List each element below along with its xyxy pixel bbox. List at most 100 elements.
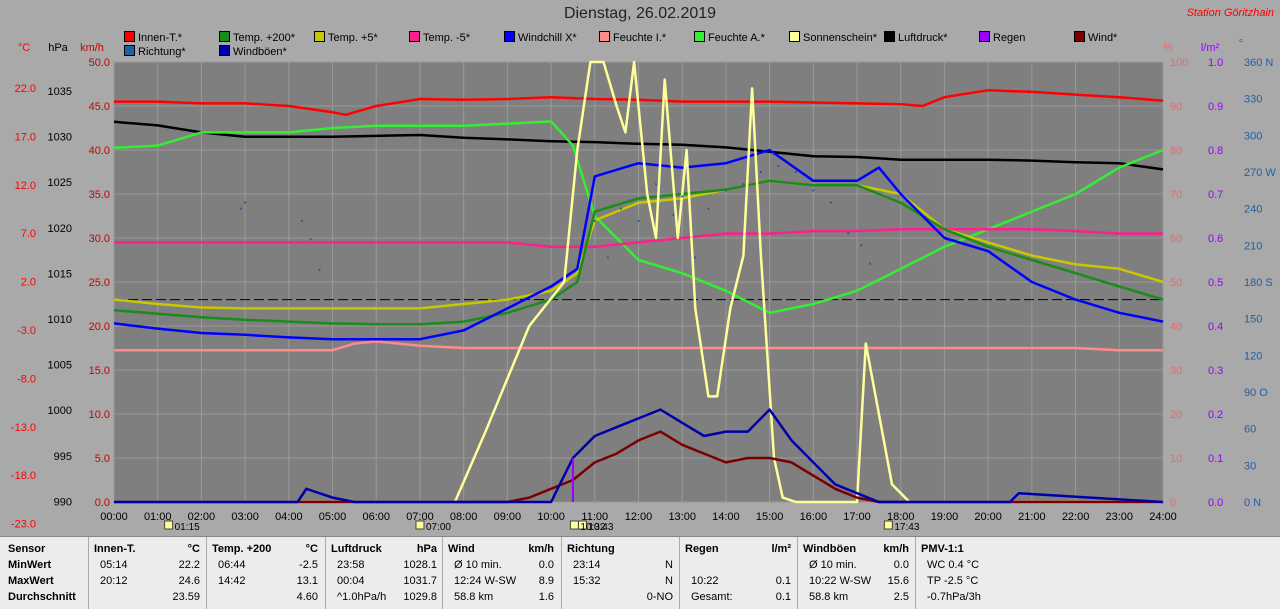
tick-pressure: 1000 <box>48 405 72 417</box>
tick-pressure: 1035 <box>48 86 72 98</box>
legend-swatch <box>314 31 325 42</box>
tick-time: 13:00 <box>668 511 696 523</box>
tick-time: 17:00 <box>843 511 871 523</box>
direction-point <box>860 244 863 247</box>
direction-point <box>593 219 596 222</box>
tick-speed: 45.0 <box>89 101 110 113</box>
stats-cell-row: 12:24 W-SW 8.9 <box>448 573 554 589</box>
tick-direction: 180 S <box>1244 277 1273 289</box>
stats-block-title: Temp. +200 <box>212 543 272 555</box>
tick-temp: 17.0 <box>15 131 36 143</box>
tick-time: 16:00 <box>800 511 828 523</box>
tick-direction: 330 <box>1244 94 1262 106</box>
stats-cell-time: 00:04 <box>337 575 365 587</box>
tick-rain: 0.2 <box>1208 409 1223 421</box>
tick-direction: 270 W <box>1244 167 1276 179</box>
direction-point <box>239 207 242 210</box>
stats-block: Windböen km/h Ø 10 min. 0.0 10:22 W-SW 15.6 58… <box>803 541 909 605</box>
stats-block: PMV-1:1 WC 0.4 °C TP -2.5 °C -0.7hPa/3h <box>921 541 1031 605</box>
tick-time: 11:00 <box>581 511 608 523</box>
tick-time: 02:00 <box>188 511 216 523</box>
series-line <box>113 120 1164 315</box>
tick-speed: 5.0 <box>95 453 110 465</box>
tick-time: 09:00 <box>494 511 522 523</box>
legend-label: Windböen* <box>233 46 287 58</box>
stats-cell-value: N <box>665 559 673 571</box>
station-name: Station Göritzhain <box>1186 7 1274 19</box>
event-marker-label: 10:32 <box>580 522 605 533</box>
legend-label: Sonnenschein* <box>803 32 878 44</box>
tick-time: 23:00 <box>1106 511 1134 523</box>
direction-point <box>847 232 850 235</box>
tick-speed: 25.0 <box>89 277 110 289</box>
legend-swatch <box>124 45 135 56</box>
stats-cell-value: 1.6 <box>538 591 554 603</box>
stats-cell-row: 58.8 km 2.5 <box>803 589 909 605</box>
stats-cell-row: WC 0.4 °C <box>921 557 1031 573</box>
legend-item: Temp. +5* <box>314 31 378 44</box>
stats-cell-value: 4.60 <box>296 591 318 603</box>
chart-panel: °C hPa km/h% l/m² ° 22.0 17.0 12.0 7.0 2.0 -3.0 -8.… <box>0 0 1280 536</box>
event-marker <box>569 520 579 530</box>
direction-point <box>309 238 312 241</box>
tick-speed: 50.0 <box>89 57 110 69</box>
legend-label: Temp. +5* <box>328 32 378 44</box>
legend-label: Regen <box>993 32 1026 44</box>
event-marker <box>883 520 893 530</box>
direction-point <box>742 183 745 186</box>
stats-cell-time: WC 0.4 °C <box>927 559 980 571</box>
stats-table: Sensor MinWert MaxWert Durchschnitt Innen-T… <box>0 536 1280 609</box>
tick-rain: 0.8 <box>1208 145 1223 157</box>
tick-direction: 300 <box>1244 130 1262 142</box>
legend-swatch <box>124 31 135 42</box>
tick-time: 01:00 <box>144 511 172 523</box>
tick-temp: -18.0 <box>11 470 36 482</box>
series-line <box>113 148 1164 341</box>
tick-pressure: 1010 <box>48 314 72 326</box>
legend-item: Regen <box>979 31 1026 44</box>
direction-point <box>794 171 797 173</box>
legend-item: Wind* <box>1074 31 1117 44</box>
tick-rain: 0.7 <box>1208 189 1223 201</box>
tick-temp: -23.0 <box>11 519 36 531</box>
stats-cell-value: 0.1 <box>775 575 791 587</box>
tick-rain: 0.4 <box>1208 321 1223 333</box>
direction-point <box>869 262 872 265</box>
stats-cell-row: 20:12 24.6 <box>94 573 200 589</box>
tick-pressure: 1025 <box>48 177 72 189</box>
legend-item: Temp. -5* <box>409 31 471 44</box>
stats-cell-time: 12:24 W-SW <box>454 575 517 587</box>
direction-point <box>620 207 623 210</box>
legend-item: Feuchte I.* <box>599 31 666 44</box>
legend-label: Temp. +200* <box>233 32 296 44</box>
stats-block-unit: km/h <box>528 543 554 555</box>
stats-block: Temp. +200 °C 06:44 -2.5 14:42 13.1 4.60 <box>212 541 318 605</box>
stats-cell-row: 05:14 22.2 <box>94 557 200 573</box>
axis-header-humidity: % <box>1163 42 1173 54</box>
stats-cell-time: ^1.0hPa/h <box>337 591 387 603</box>
legend-swatch <box>694 31 705 42</box>
stats-cell-row: 14:42 13.1 <box>212 573 318 589</box>
event-marker <box>164 520 174 530</box>
stats-cell-row: Ø 10 min. 0.0 <box>448 557 554 573</box>
tick-time: 05:00 <box>319 511 347 523</box>
legend-swatch <box>504 31 515 42</box>
stats-block-unit: °C <box>187 543 200 555</box>
tick-pressure: 1015 <box>48 268 72 280</box>
stats-cell-value: 1028.1 <box>403 559 437 571</box>
tick-rain: 0.5 <box>1208 277 1223 289</box>
tick-time: 12:00 <box>625 511 653 523</box>
stats-block: Innen-T. °C 05:14 22.2 20:12 24.6 23.59 <box>94 541 200 605</box>
tick-humidity: 70 <box>1170 189 1182 201</box>
tick-time: 14:00 <box>712 511 740 523</box>
stats-cell-value: 8.9 <box>538 575 554 587</box>
direction-point <box>812 189 815 192</box>
stats-cell-time: 14:42 <box>218 575 246 587</box>
tick-pressure: 995 <box>54 451 72 463</box>
tick-rain: 0.3 <box>1208 365 1223 377</box>
stats-cell-row: 10:22 W-SW 15.6 <box>803 573 909 589</box>
legend-label: Temp. -5* <box>423 32 471 44</box>
legend-item: Luftdruck* <box>884 31 948 44</box>
legend-item: Sonnenschein* <box>789 31 878 44</box>
legend-label: Windchill X* <box>518 32 577 44</box>
